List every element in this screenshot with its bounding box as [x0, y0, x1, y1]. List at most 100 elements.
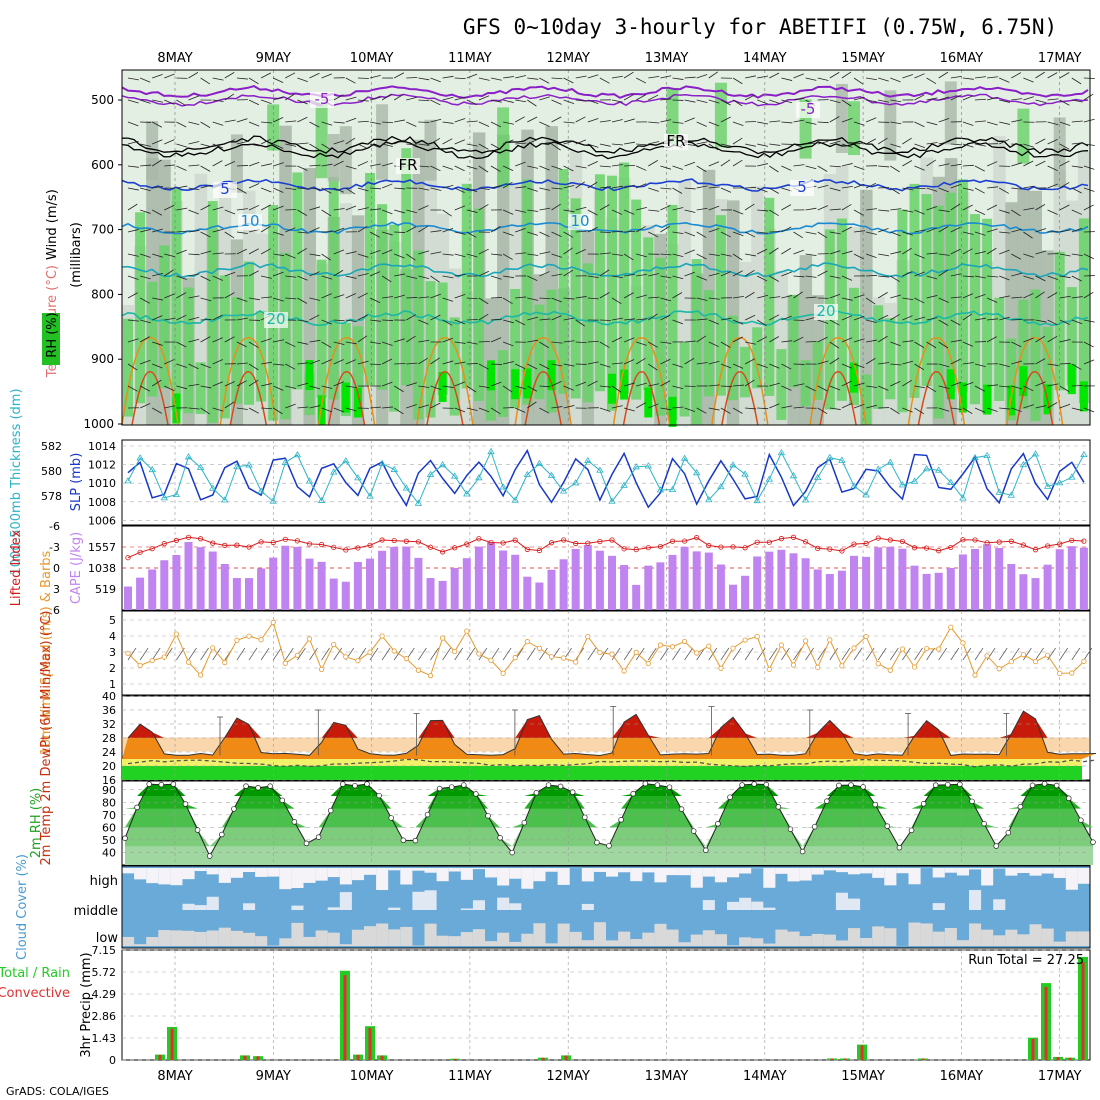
wind-barb [938, 269, 949, 277]
thickness-point [983, 451, 991, 458]
wind-barb [636, 77, 647, 84]
rh-green-column [280, 252, 291, 420]
wind-barb [152, 297, 164, 301]
thickness-point [1068, 473, 1076, 480]
wind-barb [515, 407, 526, 413]
wind-barb [321, 187, 332, 194]
cloud-low-bar [1017, 934, 1030, 946]
wind-barb [587, 99, 599, 105]
cloud-low-bar [545, 943, 558, 946]
thickness-point [233, 463, 241, 470]
wind-barb [345, 117, 357, 123]
wind-barb [442, 253, 454, 256]
wind-barb [1011, 385, 1023, 390]
wind-barb [890, 187, 900, 195]
wind-point [585, 633, 591, 640]
wind-barb [878, 99, 890, 103]
thickness-point [644, 462, 653, 469]
wind-barb [1059, 339, 1071, 343]
rh-green-column [413, 250, 424, 420]
rh-green-column [921, 194, 932, 387]
wind-barb-10m [502, 647, 512, 661]
contour-label-bg [310, 92, 334, 108]
wind-point [730, 645, 736, 651]
wind-barb [297, 209, 308, 216]
wind-barb [587, 380, 598, 387]
wind-barb-10m [781, 647, 790, 661]
wind-barb [684, 76, 696, 79]
rh-green-column [643, 237, 654, 391]
wind-barb [938, 385, 950, 389]
cloud-high-bar [835, 868, 848, 873]
cloud-low-bar [170, 930, 183, 946]
temp-tick: 36 [102, 704, 116, 717]
wind-point [270, 619, 276, 625]
wind-barb [938, 253, 950, 256]
wind-barb [454, 187, 465, 193]
cloud-high-bar [1017, 868, 1030, 874]
li-point [621, 546, 627, 552]
wind-barb [708, 186, 720, 189]
wind-barb [926, 206, 938, 211]
rh2m-point [678, 806, 685, 812]
li-point [560, 537, 567, 543]
wind-barb [466, 341, 478, 345]
cloud-high-bar [194, 868, 207, 872]
wind-barb [1071, 275, 1082, 282]
li-point [923, 545, 930, 551]
wind-barb [829, 165, 841, 168]
wind-barb [829, 275, 841, 279]
cloud-low-bar [218, 927, 231, 946]
wind-barb [987, 318, 999, 321]
wind-barb [127, 99, 139, 104]
cloud-low-bar [206, 930, 219, 946]
cloud-low-bar [593, 922, 606, 946]
cloud-high-bar [908, 868, 921, 885]
wind-barb [599, 165, 611, 168]
wind-barb [502, 231, 514, 236]
cape-bar [317, 561, 326, 610]
wind-barb [611, 297, 622, 305]
wind-barb [224, 271, 236, 277]
wind-barb [757, 407, 769, 410]
wind-barb [660, 380, 671, 387]
wind-barb [793, 73, 804, 79]
temp-area-orange [122, 711, 1096, 759]
li-point [379, 537, 385, 543]
wind-barb [478, 385, 490, 389]
wind-barb [527, 77, 539, 80]
wind-barb-10m [260, 647, 270, 661]
wind-point [258, 637, 264, 643]
rh2m-point [231, 806, 237, 812]
wind-barb [636, 294, 647, 299]
cape-bar [511, 554, 520, 610]
wind-barb [623, 253, 634, 261]
wind-barb [696, 207, 708, 211]
wind-barb [1059, 229, 1071, 233]
cloud-low-bar [327, 932, 340, 946]
contour-label: 10 [240, 212, 259, 230]
wind-barb [611, 336, 623, 343]
wind-barb [962, 313, 973, 321]
wind-barb [648, 141, 660, 145]
wind-barb [938, 319, 949, 326]
rh-green-column [836, 218, 847, 401]
li-point [730, 544, 736, 550]
rh-upper-patch [339, 126, 352, 195]
wind-barb [732, 319, 744, 325]
rh-tick: 60 [102, 821, 116, 834]
wind-barb [406, 297, 418, 299]
li-point [1008, 538, 1014, 544]
wind-barb [260, 72, 272, 79]
cloud-low-bar [460, 932, 473, 946]
wind-barb [769, 72, 780, 79]
wind-barb [611, 209, 623, 215]
wind-barb [744, 358, 755, 365]
wind-barb [853, 121, 865, 126]
wind-barb [962, 293, 974, 299]
wind-barb [623, 359, 635, 365]
wind-barb [200, 204, 211, 211]
wind-barb [164, 204, 175, 211]
wind-barb [672, 187, 683, 194]
